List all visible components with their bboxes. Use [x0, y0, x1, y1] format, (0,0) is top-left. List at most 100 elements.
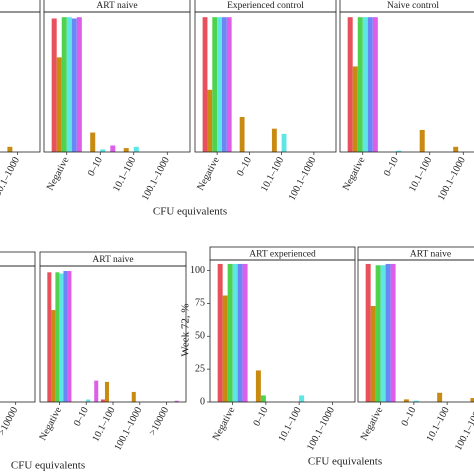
- bar: [94, 380, 99, 402]
- x-tick-label: 100.1–1000: [287, 155, 319, 202]
- bar: [61, 17, 67, 153]
- bar: [59, 273, 64, 402]
- bar: [299, 395, 305, 402]
- panel-border: [209, 259, 356, 403]
- x-axis-label: CFU equivalents: [153, 206, 227, 218]
- panel-title: ART naive: [410, 250, 451, 260]
- bar: [260, 395, 266, 402]
- bar: [174, 400, 179, 402]
- x-tick-label: Negative: [359, 405, 386, 443]
- panel-border: [194, 11, 337, 153]
- bar: [242, 263, 248, 402]
- x-axis-label: CFU equivalents: [11, 460, 85, 472]
- x-tick-label: 0–10: [72, 405, 91, 428]
- bar: [239, 117, 245, 152]
- bar: [217, 17, 222, 153]
- x-tick-label: 100.1–1000: [0, 155, 22, 202]
- bar: [212, 17, 218, 153]
- bar: [63, 271, 68, 402]
- x-tick-label: 100.1–1000: [112, 405, 144, 452]
- bar: [55, 272, 60, 402]
- bar: [352, 66, 358, 152]
- x-axis-label: CFU equivalents: [308, 456, 382, 468]
- bar: [413, 400, 419, 402]
- y-tick-label: 50: [195, 331, 205, 342]
- x-tick-label: 10.1–100: [111, 155, 138, 193]
- panel-title: Experienced control: [227, 1, 304, 11]
- bar: [365, 263, 371, 402]
- bar: [271, 128, 277, 152]
- bar: [67, 271, 72, 402]
- bar: [7, 146, 13, 152]
- x-tick-label: 0–10: [86, 155, 105, 178]
- x-tick-label: 10.1–100: [424, 405, 451, 443]
- x-tick-label: Negative: [45, 155, 72, 193]
- bar: [100, 399, 105, 402]
- x-tick-label: 10.1–100: [407, 155, 434, 193]
- bar: [367, 17, 373, 153]
- x-tick-label: Negative: [195, 155, 222, 193]
- panel-border: [339, 11, 474, 153]
- bar: [419, 129, 425, 152]
- y-tick-label: 100: [190, 265, 205, 276]
- bar: [375, 265, 381, 402]
- bar: [362, 17, 368, 153]
- x-tick-label: >10000: [0, 405, 20, 437]
- panel-border: [0, 11, 41, 153]
- strip: [0, 0, 41, 13]
- panel-title: ART experienced: [249, 250, 316, 260]
- panel-title: ART naive: [96, 1, 137, 11]
- bar: [66, 17, 72, 153]
- bar: [51, 310, 56, 402]
- bar: [222, 295, 228, 402]
- bar: [90, 132, 96, 152]
- bar: [380, 265, 386, 402]
- y-tick-label: 0: [200, 396, 205, 407]
- x-tick-label: 0–10: [399, 405, 418, 428]
- panel-border: [39, 265, 187, 403]
- bar: [232, 263, 238, 402]
- bar: [255, 370, 261, 402]
- x-tick-label: Negative: [37, 405, 64, 443]
- bar: [47, 272, 52, 402]
- bar: [217, 263, 223, 402]
- bar: [207, 89, 213, 152]
- x-tick-label: 0–10: [382, 155, 401, 178]
- bar: [357, 17, 363, 153]
- panel-border: [43, 11, 191, 153]
- bar: [237, 263, 243, 402]
- panel-title: ART naive: [92, 255, 133, 265]
- panel-title: Naive control: [387, 1, 439, 11]
- bar: [281, 133, 287, 152]
- bar: [370, 306, 376, 402]
- bar: [227, 263, 233, 402]
- bar: [437, 392, 443, 402]
- x-tick-label: 100.1–1000: [436, 155, 468, 202]
- y-axis-label: Week 72, %: [180, 303, 192, 356]
- bar: [347, 17, 353, 153]
- x-tick-label: 100.1–1000: [305, 405, 337, 452]
- x-tick-label: Negative: [341, 155, 368, 193]
- x-tick-label: Negative: [211, 405, 238, 443]
- bar: [202, 17, 208, 153]
- bar: [453, 146, 459, 152]
- bar: [131, 391, 136, 402]
- bar: [123, 148, 129, 152]
- bar: [470, 398, 474, 402]
- y-tick-label: 25: [195, 363, 205, 374]
- bar: [51, 18, 57, 153]
- x-tick-label: >10000: [147, 405, 171, 437]
- bar: [104, 381, 109, 402]
- x-tick-label: 10.1–100: [276, 405, 303, 443]
- bar: [385, 263, 391, 402]
- bar: [100, 149, 106, 152]
- y-tick-label: 75: [195, 298, 205, 309]
- bar: [110, 145, 116, 152]
- bar: [372, 17, 378, 153]
- bar: [396, 150, 402, 152]
- x-tick-label: 100.1–1000: [453, 405, 474, 452]
- x-tick-label: 10.1–100: [259, 155, 286, 193]
- x-tick-label: 100.1–1000: [140, 155, 172, 202]
- x-tick-label: 0–10: [251, 405, 270, 428]
